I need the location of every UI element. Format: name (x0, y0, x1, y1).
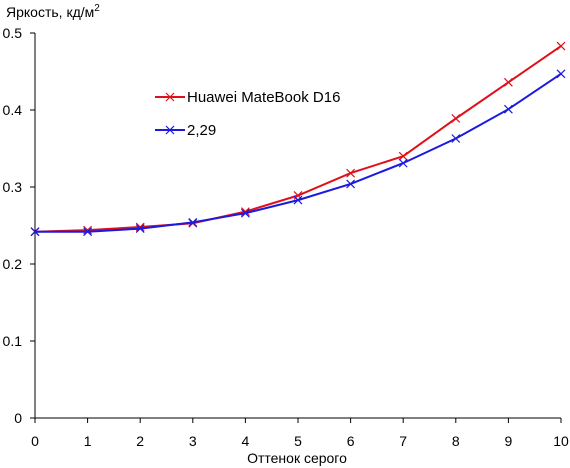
legend-swatch-marker (165, 125, 175, 135)
legend: Huawei MateBook D16 2,29 (155, 89, 340, 139)
legend-label: Huawei MateBook D16 (187, 89, 340, 106)
y-tick-label: 0.3 (3, 179, 23, 195)
y-tick-label: 0.1 (3, 333, 23, 349)
y-tick-label: 0.5 (3, 25, 23, 41)
data-point-marker (188, 217, 198, 227)
data-point-marker (503, 104, 513, 114)
data-point-marker (240, 208, 250, 218)
data-point-marker (346, 168, 356, 178)
data-point-marker (556, 69, 566, 79)
legend-item-2: 2,29 (155, 122, 216, 139)
y-tick-label: 0.4 (3, 102, 23, 118)
x-tick-label: 6 (347, 433, 355, 449)
x-tick-label: 9 (505, 433, 513, 449)
x-tick-label: 10 (553, 433, 569, 449)
series-2 (30, 69, 566, 237)
data-point-marker (451, 134, 461, 143)
series-line (34, 45, 562, 233)
x-tick-label: 2 (136, 433, 144, 449)
data-point-marker (83, 227, 93, 237)
data-point-marker (451, 114, 461, 123)
x-tick-label: 5 (294, 433, 302, 449)
x-axis-title: Оттенок серого (247, 450, 347, 466)
axes: 0 0.1 0.2 0.3 0.4 0.5 0 1 2 3 4 5 6 7 8 9 10 (3, 25, 569, 449)
data-point-marker (293, 195, 303, 205)
x-tick-label: 8 (452, 433, 460, 449)
x-tick-label: 4 (242, 433, 250, 449)
data-point-marker (556, 41, 566, 51)
series-1 (30, 41, 566, 237)
data-point-marker (135, 224, 145, 234)
x-tick-label: 1 (84, 433, 92, 449)
data-point-marker (503, 77, 513, 87)
y-tick-label: 0.2 (3, 256, 23, 272)
data-point-marker (398, 151, 408, 161)
series-layer (30, 41, 566, 237)
x-tick-label: 3 (189, 433, 197, 449)
data-point-marker (30, 227, 40, 237)
y-axis-title-text: Яркость, кд/м (6, 4, 94, 20)
y-axis-title-superscript: 2 (94, 3, 100, 14)
data-point-marker (83, 225, 93, 235)
data-point-marker (398, 158, 408, 168)
legend-swatch-marker (165, 92, 175, 102)
y-tick-label: 0 (14, 410, 22, 426)
legend-label: 2,29 (187, 122, 216, 139)
data-point-marker (346, 179, 356, 189)
x-tick-label: 7 (399, 433, 407, 449)
legend-item-1: Huawei MateBook D16 (155, 89, 340, 106)
y-axis-title: Яркость, кд/м2 (6, 3, 100, 20)
x-tick-label: 0 (31, 433, 39, 449)
